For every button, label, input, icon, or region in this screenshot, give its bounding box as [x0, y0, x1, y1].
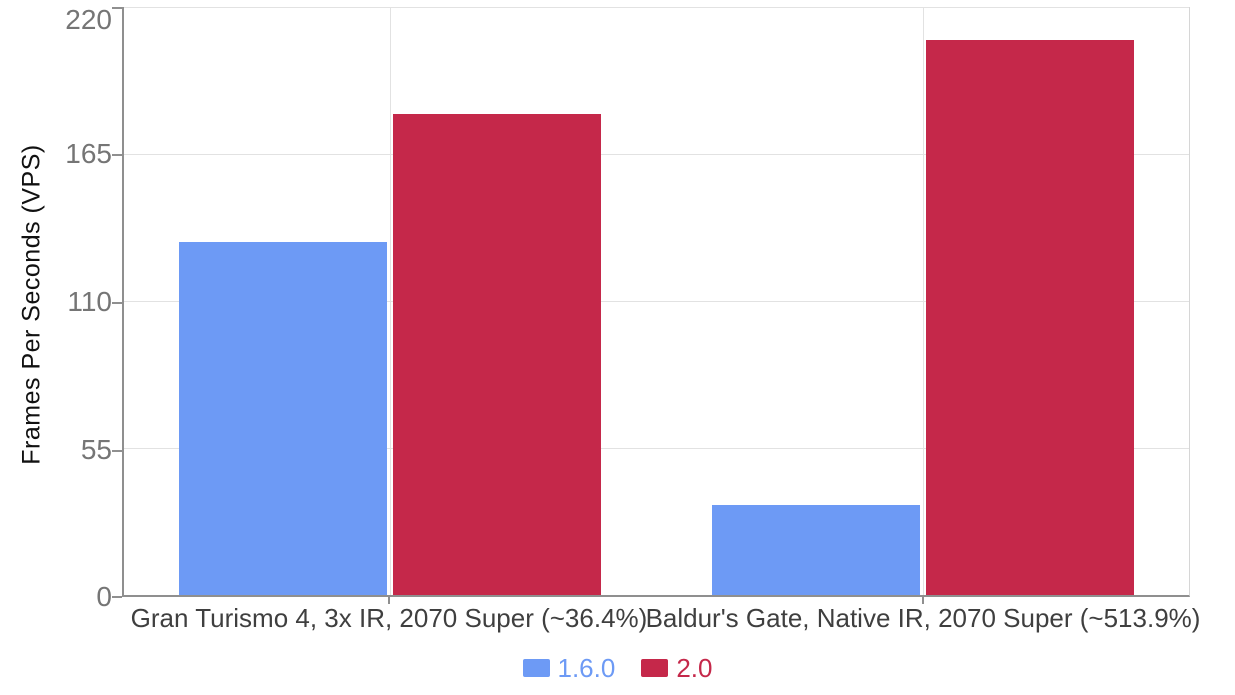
category-label-baldurs-gate: Baldur's Gate, Native IR, 2070 Super (~5…: [645, 603, 1201, 633]
category-label-gran-turismo: Gran Turismo 4, 3x IR, 2070 Super (~36.4…: [130, 603, 648, 633]
gridline: [124, 448, 1189, 449]
legend-item-20[interactable]: 2.0: [641, 655, 712, 681]
legend-label-20: 2.0: [676, 653, 713, 683]
y-tick-label: 220: [65, 4, 112, 35]
gridline: [124, 7, 1189, 8]
gridline: [390, 7, 392, 595]
bar-v20-baldurs-gate[interactable]: [925, 40, 1134, 595]
bar-group-gran-turismo: [124, 7, 657, 595]
legend-swatch-160: [522, 659, 550, 677]
gridline: [124, 301, 1189, 302]
y-tick-mark: [112, 450, 122, 452]
y-tick-mark: [112, 154, 122, 156]
bar-v20-gran-turismo[interactable]: [393, 113, 602, 595]
x-tick-mark: [922, 596, 924, 604]
plot-area: [122, 7, 1190, 597]
legend-label-160: 1.6.0: [557, 653, 616, 683]
legend-item-160[interactable]: 1.6.0: [522, 653, 616, 683]
legend: 1.6.0 2.0: [0, 652, 1235, 684]
y-tick-label: 55: [80, 434, 112, 465]
gridline: [124, 154, 1189, 155]
bar-v160-baldurs-gate[interactable]: [711, 504, 920, 595]
y-tick-mark: [112, 596, 122, 598]
x-tick-mark: [388, 596, 390, 604]
y-tick-label: 110: [67, 286, 112, 317]
y-tick-label: 165: [65, 138, 112, 169]
bar-group-baldurs-gate: [657, 7, 1190, 595]
legend-swatch-20: [641, 659, 669, 677]
y-tick-mark: [112, 302, 122, 304]
y-tick-mark: [112, 7, 122, 9]
bar-v160-gran-turismo[interactable]: [179, 242, 388, 595]
y-tick-label: 0: [96, 581, 112, 612]
gridline: [922, 7, 924, 595]
